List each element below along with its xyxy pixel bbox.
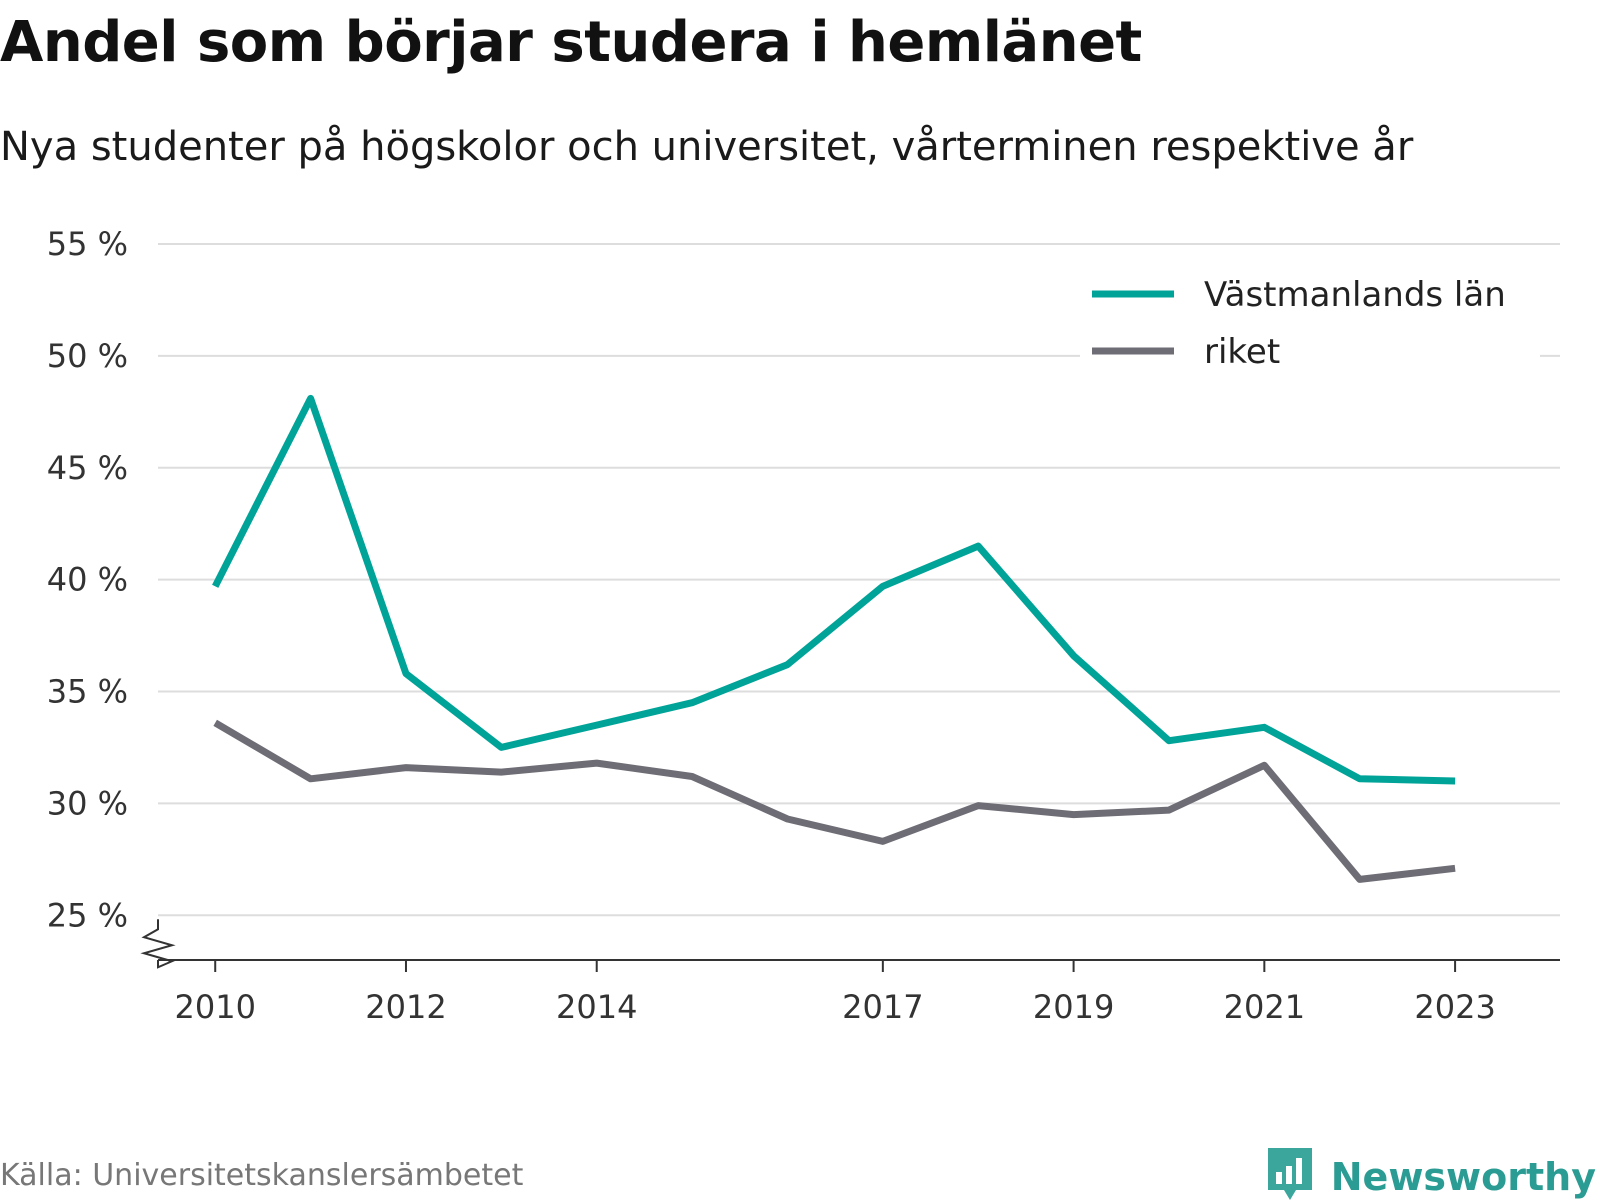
y-tick-label: 25 %	[47, 896, 128, 934]
legend-label: Västmanlands län	[1204, 275, 1506, 315]
x-tick-label: 2014	[556, 988, 637, 1026]
y-tick-label: 50 %	[47, 337, 128, 375]
x-tick-label: 2017	[842, 988, 923, 1026]
legend-label: riket	[1204, 332, 1280, 372]
y-tick-label: 40 %	[47, 561, 128, 599]
chart-title: Andel som börjar studera i hemlänet	[0, 10, 1142, 75]
brand-logo[interactable]: Newsworthy	[1265, 1146, 1596, 1200]
source-note: Källa: Universitetskanslersämbetet	[0, 1158, 524, 1193]
x-tick-label: 2012	[365, 988, 446, 1026]
series-line-1	[212, 394, 1456, 785]
brand-name: Newsworthy	[1330, 1155, 1596, 1199]
y-axis-break-icon	[140, 919, 176, 969]
series-lines	[212, 394, 1456, 883]
x-axis-tick-labels: 2010 2012 2014 2017 2019 2021 2023	[175, 988, 1496, 1026]
x-tick-label: 2019	[1033, 988, 1114, 1026]
y-axis-tick-labels: 25 % 30 % 35 % 40 % 45 % 50 % 55 %	[47, 225, 128, 934]
x-tick-label: 2010	[175, 988, 256, 1026]
y-tick-label: 30 %	[47, 784, 128, 822]
legend-background	[1080, 260, 1540, 376]
series-line-2	[213, 719, 1456, 883]
x-tick-label: 2023	[1414, 988, 1495, 1026]
newsworthy-logo-icon	[1265, 1146, 1315, 1200]
x-tick-label: 2021	[1224, 988, 1305, 1026]
y-tick-label: 45 %	[47, 449, 128, 487]
y-tick-label: 55 %	[47, 225, 128, 263]
chart-subtitle: Nya studenter på högskolor och universit…	[0, 124, 1414, 170]
y-tick-label: 35 %	[47, 673, 128, 711]
legend: Västmanlands län riket	[1080, 260, 1540, 376]
x-axis	[140, 919, 1560, 972]
